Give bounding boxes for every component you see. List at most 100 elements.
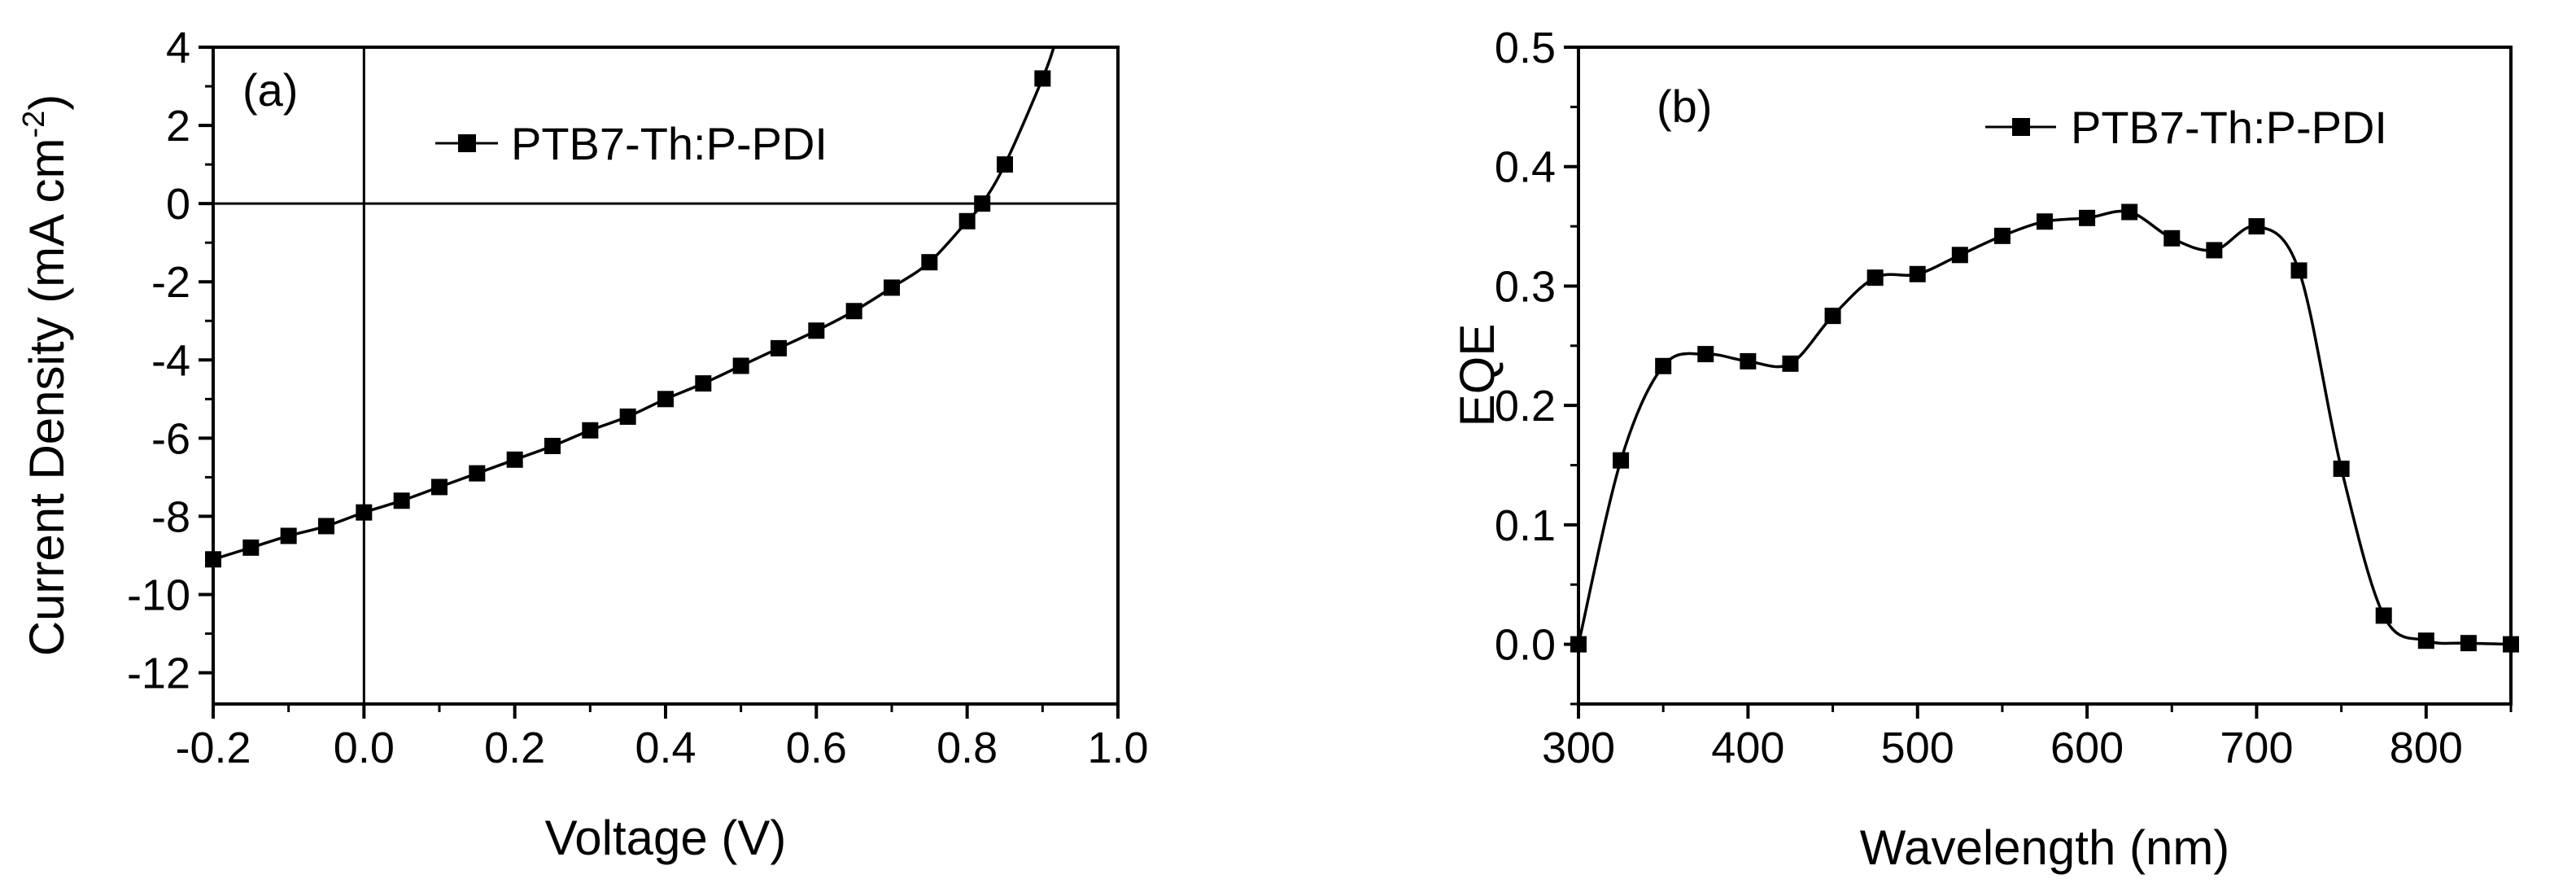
- y-tick-label: -10: [127, 571, 190, 620]
- panel-a-x-tick-labels: -0.2 0.0 0.2 0.4 0.6 0.8 1.0: [175, 724, 1148, 772]
- panel-a-y-tick-labels: 4 2 0 -2 -4 -6 -8 -10 -12: [127, 24, 190, 698]
- data-point: [2460, 635, 2477, 652]
- data-point: [582, 422, 599, 439]
- panel-b-legend-marker: [2012, 118, 2030, 136]
- data-point: [771, 339, 787, 356]
- panel-b-y-axis-title: EQE: [1450, 324, 1504, 427]
- y-tick-label: 0.2: [1495, 382, 1556, 431]
- x-tick-label: -0.2: [175, 724, 251, 772]
- y-tick-label: -2: [151, 258, 190, 307]
- data-point: [2079, 209, 2096, 226]
- data-point: [1909, 265, 1926, 282]
- data-point: [657, 391, 674, 408]
- x-tick-label: 300: [1542, 724, 1615, 772]
- y-tick-label: 0.4: [1495, 143, 1556, 192]
- data-point: [393, 492, 410, 509]
- panel-a-ticks: [199, 46, 1120, 719]
- data-point: [2333, 460, 2350, 477]
- data-point: [1570, 636, 1587, 653]
- panel-a-y-axis-title: Current Density (mA cm-2): [17, 94, 74, 657]
- x-tick-label: 700: [2220, 724, 2293, 772]
- data-point: [2163, 230, 2181, 247]
- panel-a-series: [205, 46, 1055, 568]
- panel-b-label: (b): [1657, 81, 1712, 132]
- y-tick-label: 4: [166, 24, 190, 72]
- data-point: [1993, 227, 2011, 244]
- data-point: [1655, 357, 1672, 374]
- data-point: [2290, 262, 2307, 279]
- panel-a-y-axis-title-end: ): [20, 94, 74, 111]
- data-point: [1867, 269, 1884, 286]
- data-point: [1824, 308, 1841, 325]
- data-point: [469, 465, 486, 482]
- data-point: [619, 408, 636, 425]
- data-point: [1613, 452, 1630, 469]
- data-point: [808, 322, 825, 339]
- data-point: [431, 479, 448, 496]
- panel-a-y-axis-title-sup: -2: [17, 111, 51, 138]
- panel-a-legend-text: PTB7-Th:P-PDI: [511, 118, 827, 169]
- panel-a-legend: PTB7-Th:P-PDI: [435, 118, 827, 169]
- data-point: [1782, 355, 1799, 372]
- data-point: [318, 518, 334, 535]
- y-tick-label: 0.0: [1495, 621, 1556, 670]
- panel-b-legend: PTB7-Th:P-PDI: [1985, 102, 2387, 153]
- data-point: [506, 451, 523, 468]
- y-tick-label: -6: [151, 414, 190, 463]
- data-point: [2206, 242, 2223, 259]
- x-tick-label: 600: [2050, 724, 2124, 772]
- panel-a-x-axis-title: Voltage (V): [545, 811, 787, 865]
- x-tick-label: 1.0: [1087, 724, 1148, 772]
- y-tick-label: -8: [151, 492, 190, 541]
- panel-b-plot-frame: [1577, 46, 2513, 706]
- panel-b-legend-text: PTB7-Th:P-PDI: [2071, 102, 2387, 153]
- data-point: [2375, 607, 2392, 624]
- x-tick-label: 0.8: [937, 724, 998, 772]
- data-point: [974, 195, 991, 212]
- data-point: [356, 504, 373, 521]
- x-tick-label: 0.4: [635, 724, 696, 772]
- y-tick-label: 0: [166, 180, 190, 229]
- data-point: [732, 357, 749, 374]
- data-point: [280, 527, 297, 544]
- y-tick-label: -12: [127, 649, 190, 698]
- x-tick-label: 0.2: [484, 724, 545, 772]
- data-point: [1697, 346, 1714, 363]
- panel-a-y-axis-title-main: Current Density (mA cm: [20, 138, 74, 656]
- data-point: [695, 375, 712, 392]
- x-tick-label: 0.0: [334, 724, 395, 772]
- panel-b-ticks: [1564, 46, 2513, 719]
- data-point: [921, 254, 938, 271]
- series-line: [1577, 209, 2512, 646]
- data-point: [2417, 632, 2434, 649]
- data-point: [997, 156, 1013, 173]
- y-tick-label: 2: [166, 102, 190, 151]
- data-point: [1034, 70, 1051, 87]
- data-point: [2248, 218, 2265, 235]
- data-point: [2121, 203, 2138, 221]
- data-point: [884, 279, 900, 296]
- data-point: [242, 539, 260, 556]
- y-tick-label: 0.5: [1495, 24, 1556, 72]
- panel-b-x-axis-title: Wavelength (nm): [1860, 820, 2230, 875]
- x-tick-label: 500: [1881, 724, 1954, 772]
- panel-b-x-tick-labels: 300 400 500 600 700 800: [1542, 724, 2463, 772]
- y-tick-label: 0.3: [1495, 262, 1556, 311]
- data-point: [2037, 213, 2053, 230]
- panel-a-jv-curve: -0.2 0.0 0.2 0.4 0.6 0.8 1.0 4 2 0 -2 -4 -6 -8 -10 -12…: [17, 24, 1149, 865]
- panel-b-series: [1570, 203, 2519, 653]
- data-point: [544, 437, 561, 454]
- data-point: [205, 551, 221, 568]
- panel-b-eqe-spectrum: 300 400 500 600 700 800 0.5 0.4 0.3 0.2 0.1 0.0 (b…: [1450, 24, 2519, 875]
- data-point: [2503, 636, 2519, 653]
- data-point: [1740, 352, 1757, 369]
- data-point: [958, 212, 976, 230]
- x-tick-label: 400: [1711, 724, 1784, 772]
- y-tick-label: 0.1: [1495, 501, 1556, 550]
- data-point: [1951, 247, 1968, 264]
- panel-a-legend-marker: [458, 134, 476, 152]
- data-point: [845, 303, 862, 320]
- x-tick-label: 800: [2390, 724, 2463, 772]
- x-tick-label: 0.6: [786, 724, 847, 772]
